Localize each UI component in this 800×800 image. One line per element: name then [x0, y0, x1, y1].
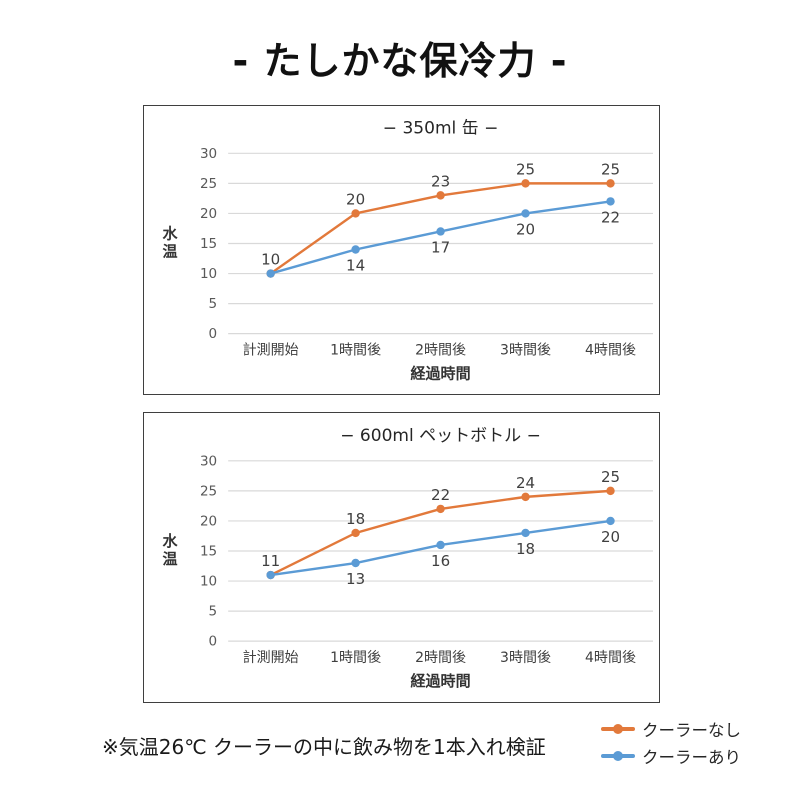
svg-text:5: 5	[209, 296, 218, 312]
svg-text:水温: 水温	[163, 224, 179, 260]
svg-text:3時間後: 3時間後	[500, 650, 551, 666]
page-title: - たしかな保冷力 -	[232, 39, 568, 83]
svg-text:22: 22	[431, 486, 450, 504]
svg-text:15: 15	[200, 236, 217, 252]
svg-text:18: 18	[346, 510, 365, 528]
line-chart-svg: − 600ml ペットボトル − 0 5 10 15 20 25 30 計測開始 1時間後 2時間後…	[163, 426, 653, 690]
svg-text:− 600ml ペットボトル −: − 600ml ペットボトル −	[340, 426, 541, 446]
no-cooler-line-marker-icon	[601, 724, 635, 734]
svg-text:1時間後: 1時間後	[330, 343, 381, 359]
svg-text:4時間後: 4時間後	[585, 650, 636, 666]
legend-label-with-cooler: クーラーあり	[642, 748, 741, 767]
svg-text:5: 5	[209, 604, 218, 620]
svg-text:30: 30	[200, 146, 217, 162]
legend-item-with-cooler: クーラーあり	[601, 746, 741, 767]
svg-text:4時間後: 4時間後	[585, 343, 636, 359]
svg-text:14: 14	[346, 257, 365, 275]
legend: クーラーなし クーラーあり	[601, 719, 741, 767]
svg-text:22: 22	[601, 208, 620, 226]
svg-text:0: 0	[209, 634, 218, 650]
with-cooler-dot-icon	[613, 751, 623, 761]
svg-text:13: 13	[346, 570, 365, 588]
svg-text:16: 16	[431, 552, 450, 570]
svg-text:25: 25	[200, 483, 217, 499]
svg-text:計測開始: 計測開始	[243, 343, 299, 359]
chart-600ml-pet-bottle: − 600ml ペットボトル − 0 5 10 15 20 25 30 計測開始 1時間後 2時間後…	[143, 412, 660, 703]
svg-text:水温: 水温	[163, 532, 179, 568]
svg-text:20: 20	[346, 190, 365, 208]
with-cooler-line-marker-icon	[601, 751, 635, 761]
svg-text:経過時間: 経過時間	[411, 672, 471, 690]
svg-text:17: 17	[431, 239, 450, 257]
footnote: ※気温26℃ クーラーの中に飲み物を1本入れ検証	[102, 735, 546, 759]
svg-text:11: 11	[261, 552, 280, 570]
svg-text:20: 20	[601, 528, 620, 546]
line-chart-svg: − 350ml 缶 − 0 5 10 15 20 25 30 計測開始 1時間後 2時間後 3時間後 4…	[163, 118, 653, 383]
chart-350ml-can-canvas: − 350ml 缶 − 0 5 10 15 20 25 30 計測開始 1時間後 2時間後 3時間後 4…	[144, 106, 659, 394]
svg-text:3時間後: 3時間後	[500, 343, 551, 359]
svg-text:25: 25	[601, 468, 620, 486]
svg-text:2時間後: 2時間後	[415, 343, 466, 359]
svg-text:1時間後: 1時間後	[330, 650, 381, 666]
svg-text:計測開始: 計測開始	[243, 650, 299, 666]
svg-text:24: 24	[516, 474, 535, 492]
svg-text:30: 30	[200, 453, 217, 469]
svg-text:20: 20	[516, 220, 535, 238]
no-cooler-dot-icon	[613, 724, 623, 734]
svg-text:18: 18	[516, 540, 535, 558]
svg-text:15: 15	[200, 543, 217, 559]
svg-text:− 350ml 缶 −: − 350ml 缶 −	[383, 118, 499, 138]
chart-600ml-pet-bottle-canvas: − 600ml ペットボトル − 0 5 10 15 20 25 30 計測開始 1時間後 2時間後…	[144, 413, 659, 702]
svg-text:0: 0	[209, 326, 218, 342]
svg-text:23: 23	[431, 172, 450, 190]
svg-text:10: 10	[200, 574, 217, 590]
legend-label-no-cooler: クーラーなし	[642, 721, 741, 740]
svg-text:25: 25	[200, 176, 217, 192]
legend-item-no-cooler: クーラーなし	[601, 719, 741, 740]
svg-text:25: 25	[601, 160, 620, 178]
svg-text:20: 20	[200, 206, 217, 222]
svg-text:経過時間: 経過時間	[411, 365, 471, 383]
svg-text:10: 10	[200, 266, 217, 282]
svg-text:2時間後: 2時間後	[415, 650, 466, 666]
svg-text:20: 20	[200, 513, 217, 529]
svg-text:10: 10	[261, 251, 280, 269]
chart-350ml-can: − 350ml 缶 − 0 5 10 15 20 25 30 計測開始 1時間後 2時間後 3時間後 4…	[143, 105, 660, 395]
svg-text:25: 25	[516, 160, 535, 178]
